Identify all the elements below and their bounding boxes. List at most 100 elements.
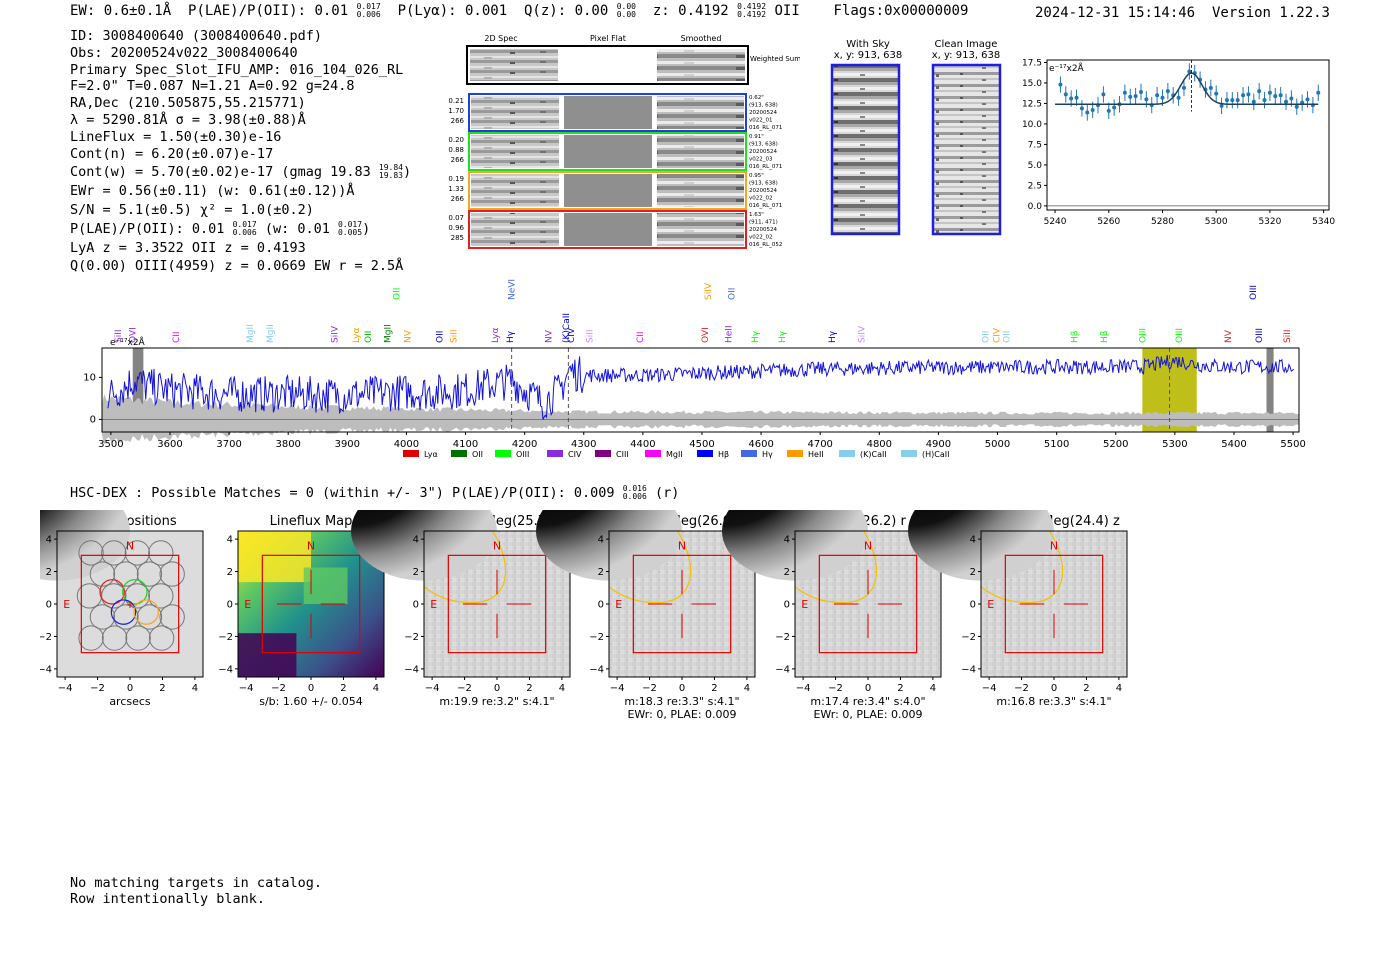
north-label: N	[307, 540, 315, 553]
fit-x-tick-label: 5340	[1312, 217, 1335, 227]
cutout-y-tick-label: 0	[46, 600, 52, 611]
line-marker-label: Lyα	[352, 327, 362, 343]
spectrum-y-ticks: 0 10	[83, 372, 102, 425]
clean-image	[931, 63, 1002, 236]
fiber-row-meta: 0.62"	[749, 95, 764, 101]
fit-data-point	[1246, 92, 1251, 97]
datetime: 2024-12-31 15:14:46	[1034, 5, 1196, 21]
legend-swatch	[741, 450, 757, 457]
cutout-x-tick-label: 0	[127, 683, 133, 694]
info-line: Primary Spec_Slot_IFU_AMP: 016_104_026_R…	[70, 61, 404, 78]
cutout-y-tick-label: 4	[784, 535, 790, 546]
cutout-x-tick-label: 2	[526, 683, 532, 694]
lineflux-map-region	[238, 633, 297, 677]
fit-data-point	[1316, 90, 1321, 95]
fit-data-point	[1284, 99, 1289, 104]
spectrum-x-tick-label: 4700	[807, 439, 832, 450]
line-marker-label: Hγ	[506, 330, 516, 343]
fiber-circle	[78, 540, 104, 566]
fit-data-point	[1122, 90, 1127, 95]
fiber-row-stat: 0.19	[448, 175, 464, 183]
cutout-x-tick-label: 4	[373, 683, 379, 694]
fiber-circle-blue	[110, 599, 137, 625]
fit-data-point	[1257, 89, 1262, 94]
line-marker-label: OII	[392, 288, 402, 300]
fit-data-point	[1267, 90, 1272, 95]
fiber-row-stat: 0.20	[448, 136, 464, 144]
fit-data-point	[1262, 98, 1267, 103]
qz-text: Q(z): 0.00	[524, 3, 609, 19]
fit-data-point	[1106, 108, 1111, 113]
fit-data-point	[1155, 93, 1160, 98]
fiber-row-stat: 266	[451, 156, 465, 164]
fiber-row-smoothed	[657, 213, 744, 246]
line-marker-label: NV	[544, 329, 554, 343]
fit-data-point	[1144, 97, 1149, 102]
fit-data-point	[1208, 85, 1213, 90]
contw-line: Cont(w) = 5.70(±0.02)e-17 (gmag 19.83 19…	[70, 163, 412, 181]
line-marker-label: SiIV	[330, 325, 340, 343]
line-marker-label: OII	[1002, 331, 1012, 343]
fiber-row-flat	[564, 96, 652, 129]
weighted-sum-smoothed	[657, 49, 745, 81]
cutout-x-tick-label: −2	[457, 683, 472, 694]
fiber-row-meta: 0.95"	[749, 173, 764, 179]
fiber-row-meta: v022_03	[749, 157, 773, 163]
cutout-y-tick-label: −2	[775, 632, 790, 643]
datetime-version: 2024-12-31 15:14:46 Version 1.22.3	[1035, 5, 1330, 21]
fiber-row-stat: 0.07	[448, 214, 464, 222]
weighted-sum-spec	[470, 49, 558, 81]
fit-x-ticks: 5240 5260 5280 5300 5320 5340	[1044, 210, 1335, 227]
fiber-row-smoothed	[657, 135, 744, 168]
fit-y-tick-label: 5.0	[1028, 161, 1043, 171]
fiber-row-meta: (913, 638)	[749, 181, 778, 187]
cutout-y-tick-label: −2	[404, 632, 419, 643]
cutout-y-tick-label: 2	[598, 567, 604, 578]
cutout-y-tick-label: 2	[970, 567, 976, 578]
sky-panels: With Sky x, y: 913, 638 Clean Image x, y…	[830, 39, 1002, 236]
fiber-row-meta: (911, 471)	[749, 220, 778, 226]
cutout-x-tick-label: 2	[340, 683, 346, 694]
legend-label: (K)CaII	[860, 450, 887, 459]
search-box	[447, 554, 547, 654]
line-marker-label: OVI	[701, 327, 711, 343]
fiber-row-stat: 266	[451, 195, 465, 203]
fit-unit-label: e⁻¹⁷x2Å	[1049, 62, 1085, 74]
legend-label: MgII	[666, 450, 683, 459]
fit-x-tick-label: 5260	[1097, 217, 1120, 227]
cutout-x-tick-label: 2	[1083, 683, 1089, 694]
fiber-circle-green	[122, 579, 148, 605]
legend-swatch	[451, 450, 467, 457]
sn-line: S/N = 5.1(±0.5) χ² = 1.0(±0.2)	[70, 201, 314, 218]
footer-line: No matching targets in catalog.	[70, 875, 322, 891]
fiber-row-meta: 20200524	[749, 188, 777, 194]
fiber-row-stat: 1.33	[448, 185, 464, 193]
spectrum-highlight-band	[132, 348, 144, 432]
fit-data-point	[1235, 98, 1240, 103]
galaxy-aperture-ellipse	[980, 530, 1064, 604]
cutout-x-tick-label: 4	[930, 683, 936, 694]
line-fit-chart: e⁻¹⁷x2Å 0.0 2.5 5.0 7.5 10.0 12.5 15.0 17.5 524…	[1022, 58, 1335, 227]
line-marker-label: MgII	[246, 324, 256, 343]
legend-swatch	[547, 450, 563, 457]
legend-swatch	[595, 450, 611, 457]
fit-y-ticks: 0.0 2.5 5.0 7.5 10.0 12.5 15.0 17.5	[1022, 58, 1047, 212]
cutout-y-tick-label: −2	[40, 632, 52, 643]
line-marker-label: OIII	[1255, 328, 1265, 343]
fiber-circle	[136, 604, 163, 630]
east-label: E	[63, 598, 70, 611]
search-box	[818, 554, 918, 654]
line-marker-label: CII	[172, 331, 182, 343]
fiber-row-spec	[471, 135, 559, 168]
cutout-y-tick-label: 0	[413, 600, 419, 611]
cutout-x-tick-label: 2	[159, 683, 165, 694]
flags-text: Flags:0x00000009	[833, 3, 969, 19]
fit-x-tick-label: 5240	[1044, 217, 1067, 227]
fiber-row-stat: 1.70	[448, 107, 464, 115]
fit-data-point	[1128, 94, 1133, 99]
fit-data-point	[1241, 93, 1246, 98]
line-marker-label: NV	[1224, 329, 1234, 343]
